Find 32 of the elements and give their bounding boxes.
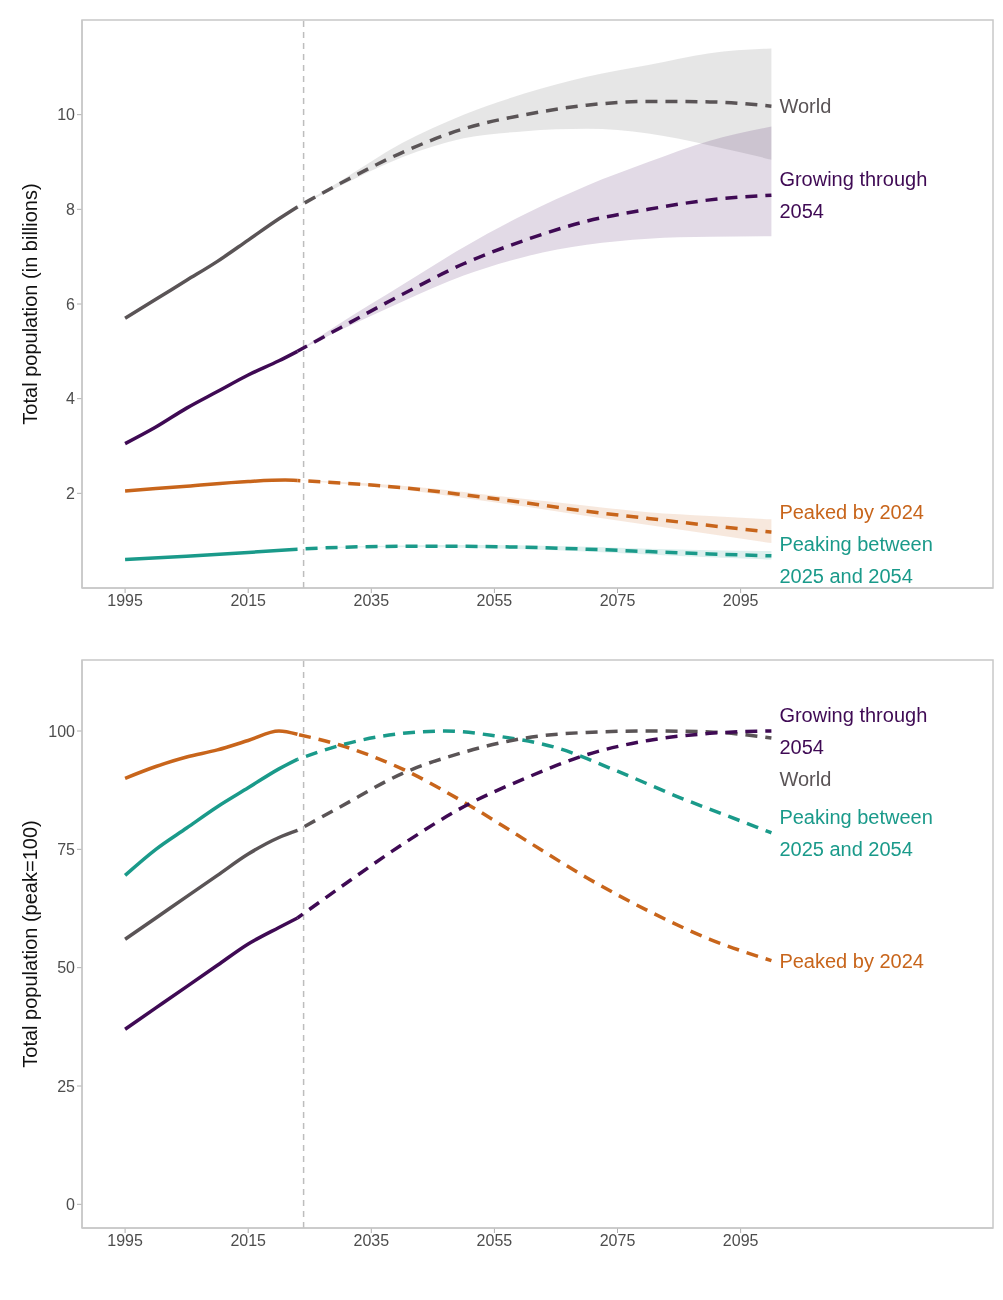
x-tick-label: 1995 [107,592,143,610]
x-tick-label: 2075 [599,592,636,610]
x-tick-label: 2095 [722,592,759,610]
y-tick-label: 10 [57,106,76,124]
y-axis-title: Total population (in billions) [19,183,42,425]
y-axis-title: Total population (peak=100) [19,820,42,1068]
y-tick-label: 75 [57,841,76,859]
series-label: World [779,768,832,790]
x-tick-label: 2015 [230,592,267,610]
x-tick-label: 2055 [476,1232,513,1250]
y-tick-label: 50 [57,959,76,977]
series-label: Growing through 2054 [779,704,928,758]
x-tick-label: 2015 [230,1232,267,1250]
series-label: Peaking between 2025 and 2054 [779,533,933,587]
y-tick-label: 6 [66,295,76,313]
series-label: Peaked by 2024 [779,501,924,523]
series-label: Growing through 2054 [779,168,928,223]
y-tick-label: 8 [66,201,76,219]
x-tick-label: 1995 [107,1232,143,1250]
x-tick-label: 2035 [353,1232,390,1250]
y-tick-label: 0 [66,1196,76,1214]
y-tick-label: 25 [57,1077,76,1095]
y-tick-label: 2 [66,485,76,503]
series-label: World [779,95,832,118]
y-tick-label: 100 [48,722,76,740]
x-tick-label: 2055 [476,592,513,610]
x-tick-label: 2095 [722,1232,759,1250]
series-label: Peaking between 2025 and 2054 [779,805,933,860]
x-tick-label: 2035 [353,592,390,610]
series-label: Peaked by 2024 [779,949,924,972]
y-tick-label: 4 [66,390,76,408]
x-tick-label: 2075 [599,1232,636,1250]
